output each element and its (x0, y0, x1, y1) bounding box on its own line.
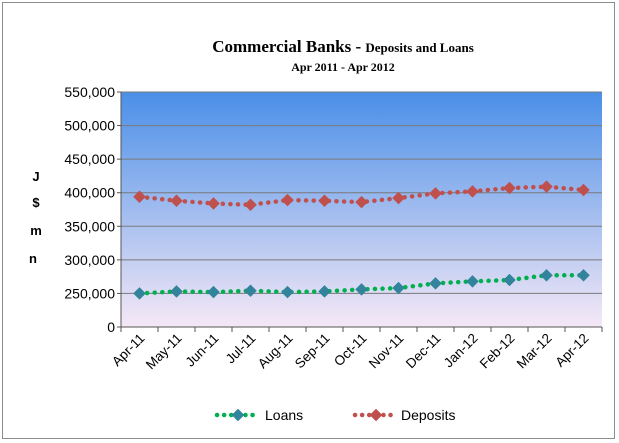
data-point (170, 285, 183, 298)
x-tick-label: Aug-11 (255, 331, 296, 372)
x-tick-label: Jul-11 (223, 331, 259, 367)
legend-item-deposits: Deposits (352, 407, 455, 423)
legend-label: Deposits (401, 407, 455, 423)
legend-marker (231, 408, 245, 422)
y-tick-label: 550,000 (64, 84, 115, 100)
y-axis-label-char: $ (32, 195, 40, 210)
data-point (429, 187, 442, 200)
grid-lines (121, 91, 602, 294)
y-tick-label: 250,000 (64, 285, 115, 301)
x-tick-label: Dec-11 (403, 331, 444, 372)
data-point (133, 190, 146, 204)
y-axis-label-char: J (32, 169, 39, 184)
data-point (244, 284, 257, 298)
chart-frame: Commercial Banks - Deposits and Loans Ap… (2, 2, 615, 439)
data-point (503, 181, 516, 195)
data-point (244, 198, 257, 212)
x-tick-label: Apr-12 (552, 331, 591, 370)
data-point (207, 197, 220, 210)
chart-svg: Commercial Banks - Deposits and Loans Ap… (29, 37, 603, 423)
legend-item-loans: Loans (214, 407, 303, 423)
data-point (170, 194, 183, 208)
legend: Loans Deposits (214, 407, 455, 423)
data-point (540, 268, 553, 282)
x-tick-label: Feb-12 (477, 331, 518, 372)
data-point (281, 193, 294, 207)
data-point (392, 191, 405, 205)
x-tick-label: May-11 (143, 331, 185, 373)
x-tick-label: Sep-11 (292, 331, 333, 372)
chart-subtitle: Apr 2011 - Apr 2012 (291, 60, 395, 74)
series-loans (133, 268, 590, 300)
data-point (318, 285, 331, 298)
y-tick-label: 500,000 (64, 118, 115, 134)
x-tick-label: Jun-11 (183, 331, 222, 370)
legend-label: Loans (265, 407, 303, 423)
y-tick-label: 350,000 (64, 218, 115, 234)
y-axis-label: J $ mn (29, 169, 42, 266)
data-point (207, 285, 220, 299)
x-tick-label: Oct-11 (331, 331, 370, 370)
y-axis: 550,000 500,000 450,000 400,000 350,000 300,0… (64, 84, 122, 335)
x-tick-label: Jan-12 (441, 331, 481, 371)
data-point (133, 287, 146, 300)
x-tick-label: Nov-11 (366, 331, 407, 372)
data-point (355, 195, 368, 209)
x-tick-label: Apr-11 (109, 331, 148, 370)
data-point (503, 273, 516, 287)
y-axis-label-char: n (29, 251, 37, 266)
series-layer (133, 180, 590, 300)
y-tick-label: 400,000 (64, 185, 115, 201)
data-point (577, 183, 590, 197)
data-point (429, 277, 442, 290)
data-point (466, 274, 479, 288)
data-point (281, 285, 294, 299)
data-point (355, 283, 368, 296)
y-tick-label: 450,000 (64, 151, 115, 167)
data-point (466, 185, 479, 198)
data-point (392, 281, 405, 295)
chart-title: Commercial Banks - Deposits and Loans (212, 37, 474, 56)
legend-marker (369, 408, 383, 422)
y-tick-label: 300,000 (64, 252, 115, 268)
chart-title-main: Commercial Banks - (212, 37, 365, 56)
y-axis-label-char: m (30, 223, 42, 238)
x-tick-label: Mar-12 (514, 331, 555, 372)
data-point (540, 180, 553, 194)
series-deposits (133, 180, 590, 212)
data-point (577, 268, 590, 282)
data-point (318, 194, 331, 208)
chart-title-suffix: Deposits and Loans (365, 40, 473, 55)
y-tick-label: 0 (107, 319, 115, 335)
